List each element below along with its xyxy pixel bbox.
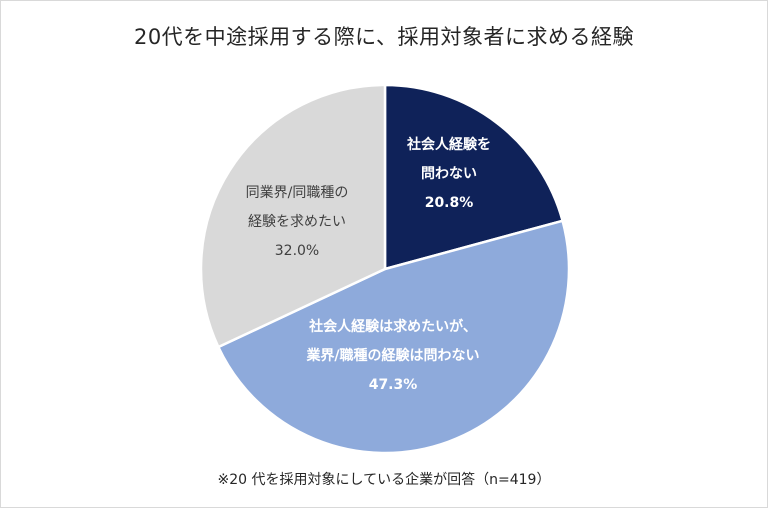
pie-slice-1 bbox=[383, 83, 564, 271]
slice-category-label: 社会人経験は求めたいが、 bbox=[308, 318, 477, 335]
slice-label-1: 社会人経験を問わない 20.8% bbox=[406, 136, 491, 211]
pie-slice-2 bbox=[217, 219, 571, 455]
chart-title: 20代を中途採用する際に、採用対象者に求める経験 bbox=[133, 25, 635, 49]
slice-value-label: 32.0% bbox=[275, 243, 319, 259]
slice-value-label: 20.8% bbox=[425, 195, 474, 211]
slice-value-label: 47.3% bbox=[369, 377, 418, 393]
slice-category-label: 問わない bbox=[421, 166, 477, 182]
slice-category-label: 同業界/同職種の bbox=[246, 185, 349, 201]
chart-footnote: ※20 代を採用対象にしている企業が回答（n=419） bbox=[217, 472, 551, 488]
slice-category-label: 業界/職種の経験は問わない bbox=[305, 347, 479, 364]
slice-label-2: 社会人経験は求めたいが、業界/職種の経験は問わない 47.3% bbox=[305, 318, 479, 393]
pie-slice-3 bbox=[199, 83, 387, 349]
slice-category-label: 経験を求めたい bbox=[248, 214, 346, 230]
slice-label-3: 同業界/同職種の経験を求めたい 32.0% bbox=[246, 185, 349, 259]
slice-category-label: 社会人経験を bbox=[406, 136, 491, 153]
